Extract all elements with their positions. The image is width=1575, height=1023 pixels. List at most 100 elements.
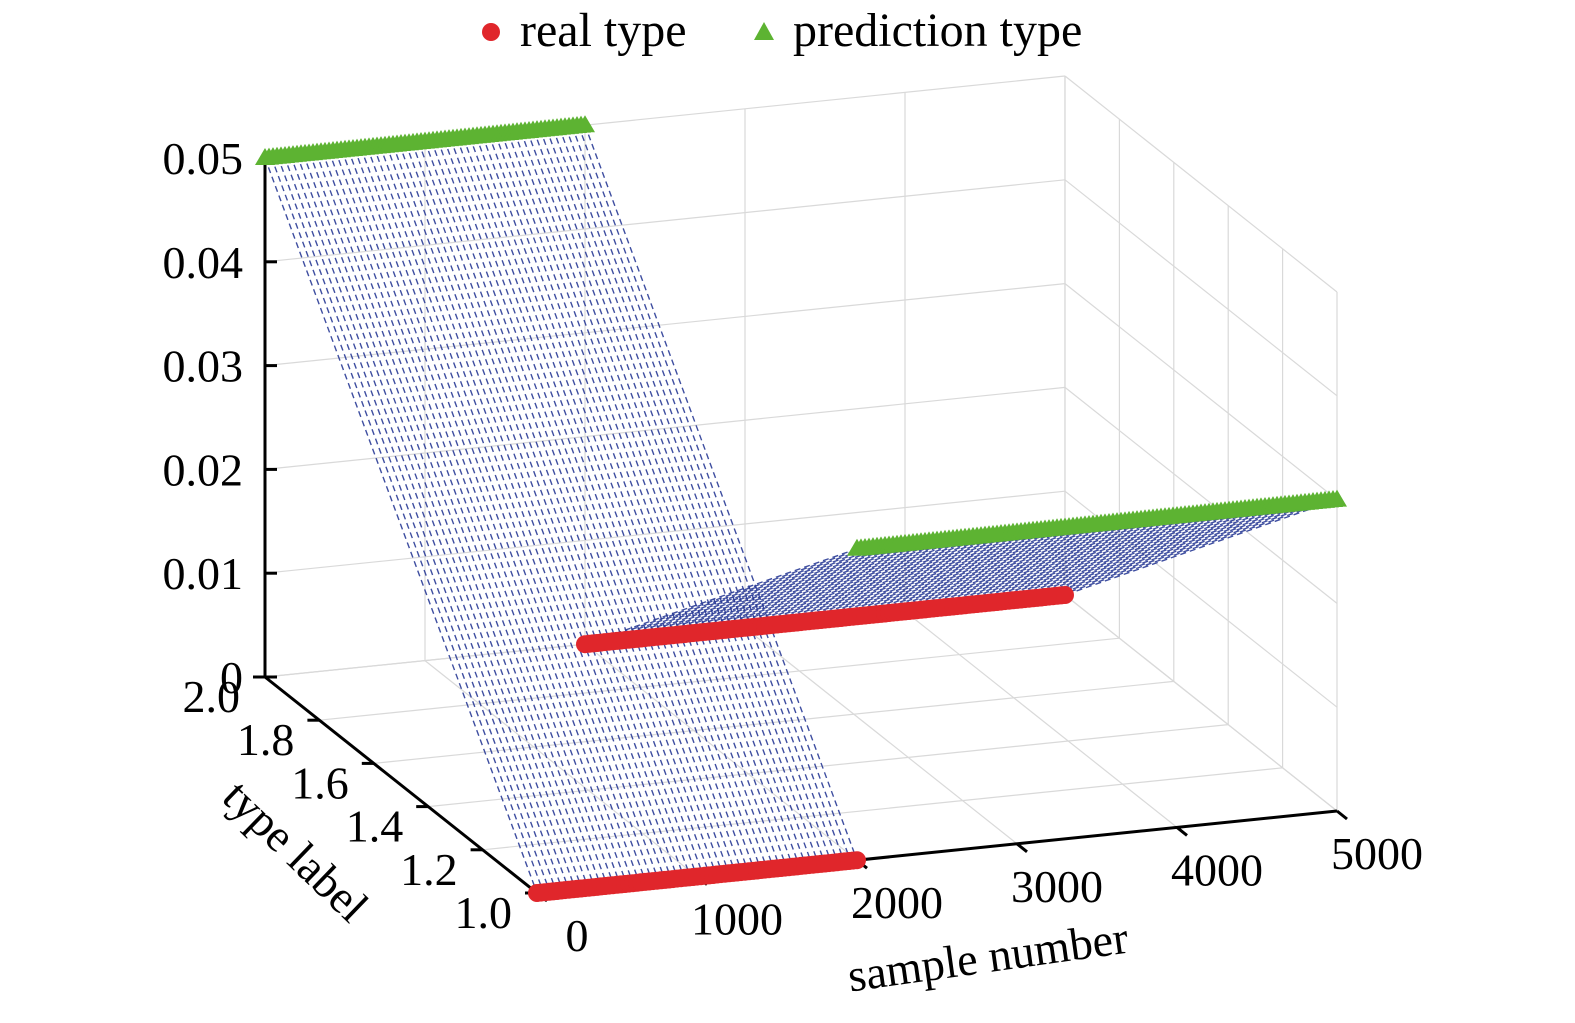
connector-line bbox=[1019, 503, 1293, 601]
connector-line bbox=[994, 506, 1267, 603]
connector-line bbox=[885, 517, 1159, 615]
connector-line bbox=[283, 155, 557, 892]
connector-line bbox=[360, 147, 634, 884]
grid-line-side-z bbox=[1064, 283, 1338, 501]
legend-real-label: real type bbox=[520, 4, 687, 57]
x-tick-mark bbox=[1016, 842, 1028, 853]
connector-line bbox=[891, 516, 1165, 614]
connector-line bbox=[264, 157, 538, 894]
grid-line-side-z bbox=[1064, 594, 1338, 812]
series-real-type bbox=[528, 586, 1074, 902]
connector-line bbox=[462, 137, 737, 873]
legend-real-marker bbox=[482, 23, 500, 41]
dashed-connectors bbox=[264, 124, 1338, 894]
connector-line bbox=[353, 148, 628, 885]
connector-line bbox=[923, 513, 1197, 611]
connector-line bbox=[430, 140, 705, 877]
connector-line bbox=[655, 540, 928, 638]
grid-line-side-z bbox=[1064, 179, 1338, 397]
connector-line bbox=[802, 525, 1075, 623]
x-tick-label: 2000 bbox=[851, 877, 943, 928]
legend-prediction-marker bbox=[754, 22, 774, 40]
connector-line bbox=[680, 538, 954, 636]
z-tick-label: 0.04 bbox=[163, 237, 244, 288]
connector-line bbox=[699, 536, 973, 634]
y-tick-label: 1.0 bbox=[455, 887, 513, 938]
connector-line bbox=[955, 510, 1229, 607]
connector-line bbox=[385, 145, 660, 881]
connector-line bbox=[629, 543, 903, 641]
connector-line bbox=[1013, 504, 1287, 601]
connector-line bbox=[417, 142, 692, 878]
connector-line bbox=[872, 518, 1146, 616]
y-tick-label: 1.6 bbox=[291, 757, 349, 808]
x-tick-label: 3000 bbox=[1011, 861, 1103, 912]
real-type-point bbox=[1056, 586, 1074, 604]
y-tick-label: 1.2 bbox=[400, 844, 458, 895]
connector-line bbox=[1045, 500, 1319, 598]
y-tick-label: 2.0 bbox=[183, 671, 241, 722]
legend-prediction-label: prediction type bbox=[793, 4, 1082, 57]
connector-line bbox=[795, 526, 1069, 624]
connector-line bbox=[712, 535, 986, 632]
connector-line bbox=[558, 127, 833, 864]
x-tick-label: 1000 bbox=[691, 894, 783, 945]
connector-line bbox=[981, 507, 1255, 605]
connector-line bbox=[277, 156, 551, 892]
grid-line-floor-x bbox=[904, 610, 1178, 828]
connector-line bbox=[975, 508, 1248, 605]
connector-line bbox=[731, 533, 1005, 630]
grid-line-floor-y bbox=[373, 680, 1174, 764]
y-axis-line bbox=[264, 675, 538, 895]
connector-line bbox=[866, 519, 1139, 616]
x-tick-label: 5000 bbox=[1331, 828, 1423, 879]
grid-line-floor-y bbox=[319, 637, 1120, 721]
connector-line bbox=[808, 525, 1082, 622]
grid-line-back-z bbox=[264, 386, 1066, 470]
connector-line bbox=[539, 129, 813, 866]
connector-line bbox=[770, 529, 1043, 626]
grid-line-side-z bbox=[1064, 75, 1338, 293]
connector-line bbox=[834, 522, 1107, 620]
x-tick-mark bbox=[1336, 809, 1348, 821]
real-type-point bbox=[848, 851, 866, 870]
z-tick-label: 0.05 bbox=[163, 133, 244, 184]
grid-line-side-z bbox=[1064, 386, 1338, 604]
connector-line bbox=[437, 140, 711, 876]
connector-line bbox=[610, 545, 883, 643]
connector-line bbox=[706, 535, 979, 633]
connector-line bbox=[552, 128, 826, 864]
connector-line bbox=[840, 521, 1114, 619]
connector-line bbox=[859, 519, 1133, 617]
y-tick-label: 1.8 bbox=[237, 714, 295, 765]
connector-line bbox=[520, 131, 794, 868]
x-tick-label: 0 bbox=[566, 910, 589, 961]
prediction-type-point bbox=[575, 115, 595, 133]
connector-line bbox=[693, 536, 967, 634]
connector-line bbox=[1051, 500, 1325, 597]
connector-line bbox=[296, 154, 570, 890]
connector-line bbox=[398, 143, 673, 880]
connector-line bbox=[603, 546, 877, 643]
prediction-type-point bbox=[1327, 489, 1347, 507]
connector-line bbox=[661, 540, 935, 637]
connector-line bbox=[488, 134, 762, 871]
connector-line bbox=[513, 132, 788, 868]
connector-line bbox=[309, 153, 583, 889]
z-tick-label: 0.03 bbox=[163, 341, 244, 392]
connector-line bbox=[577, 125, 852, 862]
connector-line bbox=[623, 544, 896, 641]
connector-line bbox=[341, 149, 615, 886]
connector-line bbox=[674, 538, 947, 636]
connector-line bbox=[943, 511, 1216, 609]
legend: real type prediction type bbox=[482, 4, 1082, 57]
connector-line bbox=[1064, 498, 1338, 596]
connector-line bbox=[334, 150, 609, 887]
connector-line bbox=[917, 514, 1191, 611]
connector-line bbox=[373, 146, 647, 883]
connector-line bbox=[616, 544, 890, 642]
connector-line bbox=[1007, 504, 1280, 602]
connector-line bbox=[424, 141, 698, 877]
connector-line bbox=[725, 533, 999, 631]
connector-line bbox=[930, 512, 1203, 610]
